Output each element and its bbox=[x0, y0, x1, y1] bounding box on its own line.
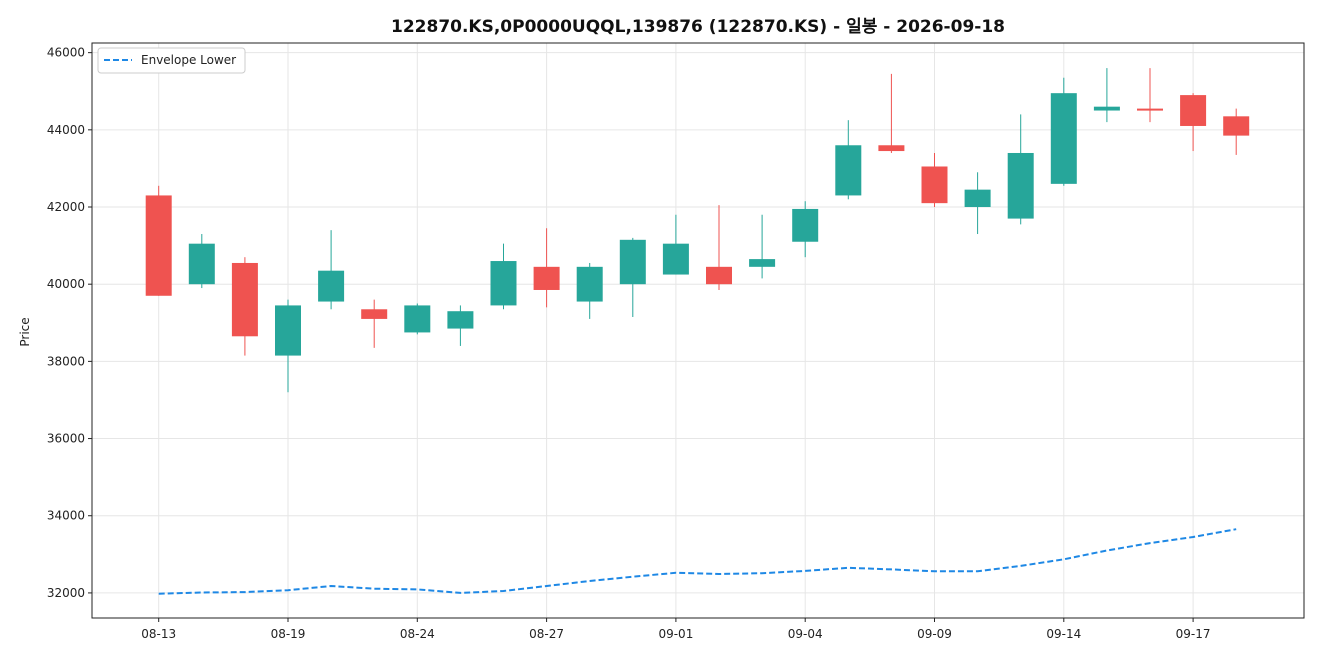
x-tick-label: 08-24 bbox=[400, 627, 435, 641]
candle-down bbox=[1180, 93, 1207, 152]
candle-up bbox=[662, 214, 689, 275]
y-tick-label: 34000 bbox=[47, 509, 85, 523]
y-tick-label: 32000 bbox=[47, 586, 85, 600]
candle-down bbox=[361, 299, 388, 348]
candle-up bbox=[318, 230, 345, 310]
x-tick-label: 08-19 bbox=[271, 627, 306, 641]
x-tick-label: 09-09 bbox=[917, 627, 952, 641]
candle-down bbox=[1137, 68, 1163, 123]
x-tick-label: 09-17 bbox=[1176, 627, 1211, 641]
legend: Envelope Lower bbox=[97, 47, 246, 74]
candle-body bbox=[231, 262, 258, 337]
candle-up bbox=[1050, 77, 1077, 186]
candle-down bbox=[1223, 108, 1250, 155]
plot-frame bbox=[91, 42, 1305, 619]
candle-body bbox=[490, 261, 517, 306]
y-tick-label: 40000 bbox=[47, 277, 85, 291]
x-tick-label: 09-14 bbox=[1046, 627, 1081, 641]
candle-body bbox=[188, 243, 215, 285]
candle-body bbox=[404, 305, 431, 333]
candle-up bbox=[576, 262, 603, 319]
candle-down bbox=[706, 205, 732, 290]
candle-body bbox=[662, 243, 689, 275]
candle-body bbox=[619, 239, 646, 285]
candle-body bbox=[533, 266, 560, 290]
axes: 32000 34000 36000 38000 40000 42000 44000 46000… bbox=[47, 46, 1211, 641]
candle-body bbox=[1180, 95, 1207, 126]
legend-box bbox=[97, 47, 246, 74]
candle-down bbox=[145, 185, 172, 296]
candle-body bbox=[318, 270, 345, 302]
candle-up bbox=[619, 237, 646, 317]
envelope-layer bbox=[158, 528, 1237, 595]
candle-up bbox=[447, 305, 474, 346]
x-tick-label: 09-01 bbox=[658, 627, 693, 641]
candle-body bbox=[1050, 93, 1077, 184]
y-axis-label: Price bbox=[18, 317, 32, 346]
y-tick-label: 44000 bbox=[47, 123, 85, 137]
candle-body bbox=[835, 145, 862, 196]
candle-up bbox=[749, 214, 776, 279]
candle-body bbox=[576, 266, 603, 302]
x-tick-label: 09-04 bbox=[788, 627, 823, 641]
candle-up bbox=[1007, 114, 1034, 225]
candle-up bbox=[404, 303, 431, 335]
candle-up bbox=[964, 172, 991, 235]
candle-body bbox=[447, 311, 474, 329]
candle-up bbox=[792, 201, 819, 258]
candle-up bbox=[275, 299, 301, 393]
candles bbox=[145, 68, 1250, 393]
chart-title: 122870.KS,0P0000UQQL,139876 (122870.KS) … bbox=[391, 17, 1005, 37]
candle-body bbox=[275, 305, 301, 356]
candle-body bbox=[1223, 116, 1250, 136]
candle-body bbox=[749, 259, 776, 267]
candle-body bbox=[964, 189, 991, 208]
candle-body bbox=[1093, 106, 1120, 111]
candle-down bbox=[231, 257, 258, 356]
candle-up bbox=[490, 243, 517, 310]
y-tick-label: 46000 bbox=[47, 46, 85, 60]
candle-body bbox=[1007, 152, 1034, 219]
candle-body bbox=[878, 145, 905, 152]
legend-label: Envelope Lower bbox=[141, 53, 236, 67]
candle-up bbox=[1093, 68, 1120, 123]
candle-up bbox=[188, 234, 215, 289]
x-tick-label: 08-13 bbox=[141, 627, 176, 641]
candle-body bbox=[706, 266, 732, 285]
y-tick-label: 38000 bbox=[47, 354, 85, 368]
grid bbox=[92, 43, 1304, 618]
candle-up bbox=[835, 120, 862, 200]
y-tick-label: 36000 bbox=[47, 432, 85, 446]
candle-body bbox=[1137, 108, 1163, 111]
candle-body bbox=[792, 208, 819, 242]
envelope-lower-line bbox=[158, 528, 1237, 595]
candle-down bbox=[878, 73, 905, 153]
x-tick-label: 08-27 bbox=[529, 627, 564, 641]
candle-body bbox=[361, 309, 388, 319]
candle-down bbox=[921, 152, 948, 208]
candle-body bbox=[921, 166, 948, 204]
candle-body bbox=[145, 195, 172, 296]
y-tick-label: 42000 bbox=[47, 200, 85, 214]
candle-down bbox=[533, 228, 560, 308]
